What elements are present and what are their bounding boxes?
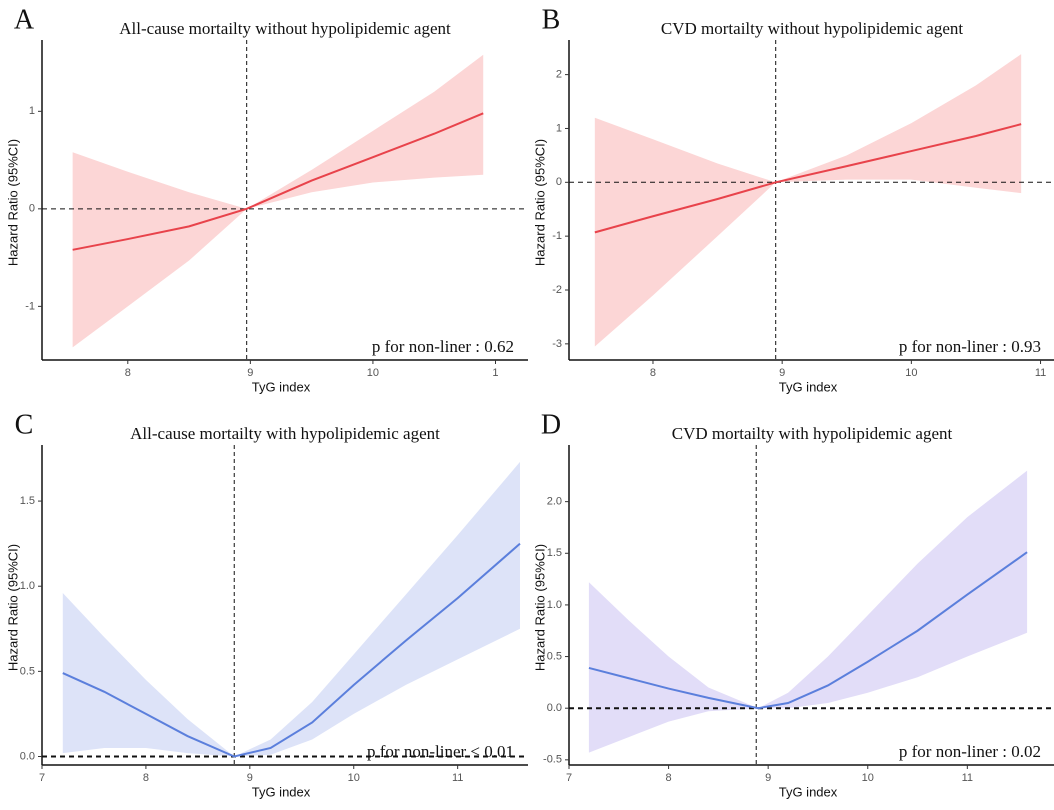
- x-tick-label: 7: [566, 772, 572, 784]
- x-tick-label: 9: [779, 367, 785, 379]
- hr-line: [72, 112, 484, 251]
- annotation: p for non-liner : 0.02: [899, 742, 1041, 761]
- y-tick-label: 0: [29, 203, 35, 215]
- y-tick-label: 0: [556, 176, 562, 188]
- x-tick-label: 11: [1035, 367, 1046, 379]
- ci-band: [72, 54, 484, 348]
- hr-line: [62, 542, 521, 758]
- y-tick-label: 1.5: [20, 495, 35, 507]
- x-axis-label: TyG index: [252, 784, 311, 799]
- hr-line: [588, 551, 1028, 710]
- x-tick-label: 10: [905, 367, 917, 379]
- x-tick-label: 10: [367, 367, 379, 379]
- y-tick-label: 0.0: [20, 750, 35, 762]
- ci-band: [588, 470, 1028, 753]
- panel-label: D: [541, 409, 561, 440]
- x-tick-label: 9: [247, 772, 253, 784]
- panel-title: CVD mortailty with hypolipidemic agent: [672, 424, 953, 443]
- y-tick-label: 1.5: [547, 547, 562, 559]
- x-tick-label: 11: [962, 772, 973, 784]
- y-tick-label: 1.0: [547, 599, 562, 611]
- y-axis-label: Hazard Ratio (95%CI): [532, 544, 547, 671]
- x-axis-label: TyG index: [779, 379, 838, 394]
- y-tick-label: -2: [552, 284, 562, 296]
- panel: A All-cause mortailty without hypolipidem…: [5, 4, 528, 394]
- panel-label: C: [15, 409, 34, 440]
- x-tick-label: 8: [125, 367, 131, 379]
- x-tick-label: 9: [765, 772, 771, 784]
- annotation: p for non-liner : 0.93: [899, 337, 1041, 356]
- panel-title: All-cause mortailty without hypolipidemi…: [119, 19, 451, 38]
- panel: C All-cause mortailty with hypolipidemic …: [5, 409, 528, 799]
- y-tick-label: -1: [25, 300, 35, 312]
- y-tick-label: 2.0: [547, 496, 562, 508]
- hr-line: [594, 123, 1022, 234]
- x-tick-label: 1: [492, 367, 498, 379]
- x-tick-label: 7: [39, 772, 45, 784]
- panel: D CVD mortailty with hypolipidemic agent -…: [532, 409, 1054, 799]
- x-tick-label: 11: [452, 772, 463, 784]
- x-tick-label: 10: [348, 772, 360, 784]
- y-axis-label: Hazard Ratio (95%CI): [532, 139, 547, 266]
- y-tick-label: 1: [556, 122, 562, 134]
- y-tick-label: 0.0: [547, 702, 562, 714]
- y-tick-label: -0.5: [543, 754, 562, 766]
- annotation: p for non-liner : 0.62: [372, 337, 514, 356]
- panel-label: A: [14, 4, 35, 35]
- y-tick-label: 1.0: [20, 580, 35, 592]
- y-tick-label: 1: [29, 105, 35, 117]
- y-tick-label: 0.5: [20, 665, 35, 677]
- x-tick-label: 8: [666, 772, 672, 784]
- panel-title: CVD mortailty without hypolipidemic agen…: [661, 19, 963, 38]
- x-axis-label: TyG index: [252, 379, 311, 394]
- y-tick-label: -1: [552, 230, 562, 242]
- panel-label: B: [542, 4, 561, 35]
- x-tick-label: 8: [143, 772, 149, 784]
- x-tick-label: 10: [862, 772, 874, 784]
- ci-band: [594, 54, 1022, 347]
- y-axis-label: Hazard Ratio (95%CI): [5, 139, 20, 266]
- ci-band: [62, 461, 521, 757]
- y-tick-label: 0.5: [547, 650, 562, 662]
- x-axis-label: TyG index: [779, 784, 838, 799]
- x-tick-label: 8: [650, 367, 656, 379]
- y-axis-label: Hazard Ratio (95%CI): [5, 544, 20, 671]
- x-tick-label: 9: [247, 367, 253, 379]
- y-tick-label: -3: [552, 338, 562, 350]
- y-tick-label: 2: [556, 69, 562, 81]
- panel-title: All-cause mortailty with hypolipidemic a…: [130, 424, 440, 443]
- panel: B CVD mortailty without hypolipidemic age…: [532, 4, 1054, 394]
- annotation: p for non-liner < 0.01: [367, 742, 514, 761]
